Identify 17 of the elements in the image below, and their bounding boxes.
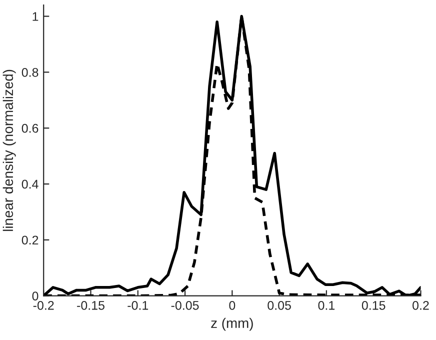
x-tick-label: 0.2 <box>412 300 429 310</box>
y-tick-label: 0 <box>32 292 38 300</box>
x-tick-label: -0.05 <box>171 300 199 310</box>
x-tick-label: 0.15 <box>362 300 386 310</box>
x-axis-title: z (mm) <box>211 318 253 331</box>
x-tick-label: 0.05 <box>268 300 291 310</box>
x-tick-label: 0 <box>229 300 236 310</box>
y-tick-label: 0.4 <box>22 180 38 189</box>
x-tick-label: -0.2 <box>33 300 54 310</box>
x-tick-label: -0.15 <box>77 300 104 310</box>
y-tick-label: 0.6 <box>22 124 38 133</box>
y-tick-label: 0.2 <box>22 236 38 245</box>
x-tick-label: 0.1 <box>318 300 335 310</box>
y-tick-label: 0.8 <box>22 68 38 77</box>
y-axis-title: linear density (normalized) <box>2 70 16 231</box>
y-tick-label: 1 <box>32 12 38 21</box>
x-tick-label: -0.1 <box>128 300 148 310</box>
